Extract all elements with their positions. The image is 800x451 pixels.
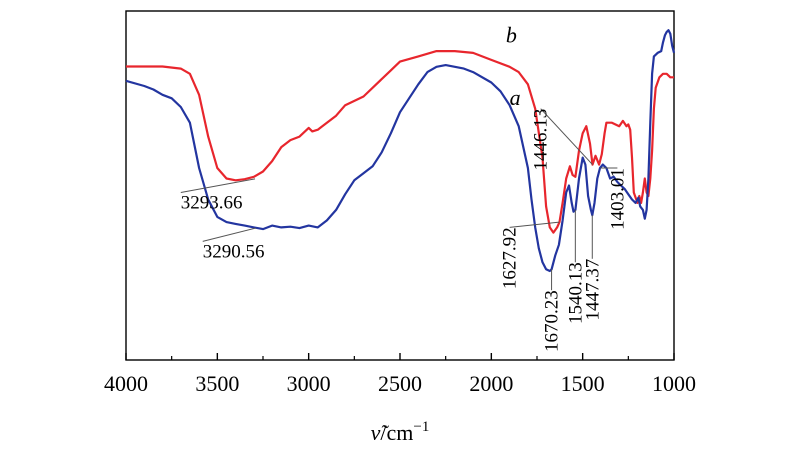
peak-annotations: 3293.66 3290.56 1627.92 1446.13 1670.23 1540.… bbox=[180, 108, 628, 352]
x-axis-tick-labels: 4000 3500 3000 2500 2000 1500 1000 bbox=[104, 371, 696, 396]
series-labels: ba bbox=[506, 22, 521, 110]
x-tick-label-3500: 3500 bbox=[195, 371, 239, 396]
x-tick-label-1000: 1000 bbox=[652, 371, 696, 396]
annotation-leader-2 bbox=[509, 221, 560, 228]
annotation-label-7: 1403.01 bbox=[607, 168, 628, 230]
annotation-label-5: 1540.13 bbox=[565, 262, 586, 324]
annotation-label-4: 1670.23 bbox=[542, 290, 563, 352]
annotation-leader-1 bbox=[202, 227, 256, 242]
series-line-a bbox=[125, 29, 676, 273]
x-tick-label-2500: 2500 bbox=[378, 371, 422, 396]
annotation-label-2: 1627.92 bbox=[500, 227, 521, 289]
annotation-label-0: 3293.66 bbox=[181, 192, 243, 213]
annotation-label-6: 1447.37 bbox=[582, 259, 603, 321]
x-axis-unit: /cm bbox=[380, 420, 413, 445]
series-label-a: a bbox=[510, 85, 521, 110]
annotation-label-3: 1446.13 bbox=[531, 109, 552, 171]
x-axis-unit-exponent: −1 bbox=[413, 419, 429, 435]
x-tick-label-3000: 3000 bbox=[287, 371, 331, 396]
annotation-leader-3 bbox=[540, 108, 593, 165]
x-axis-ticks bbox=[125, 353, 675, 360]
series-label-b: b bbox=[506, 22, 517, 47]
x-tick-label-2000: 2000 bbox=[469, 371, 513, 396]
x-tick-label-1500: 1500 bbox=[561, 371, 605, 396]
series-line-b bbox=[126, 50, 674, 234]
annotation-leader-0 bbox=[180, 178, 256, 193]
series-layer bbox=[125, 29, 676, 273]
annotation-label-1: 3290.56 bbox=[203, 241, 265, 262]
x-tick-label-4000: 4000 bbox=[104, 371, 148, 396]
x-axis-title: ν̃/cm−1 bbox=[371, 419, 430, 445]
